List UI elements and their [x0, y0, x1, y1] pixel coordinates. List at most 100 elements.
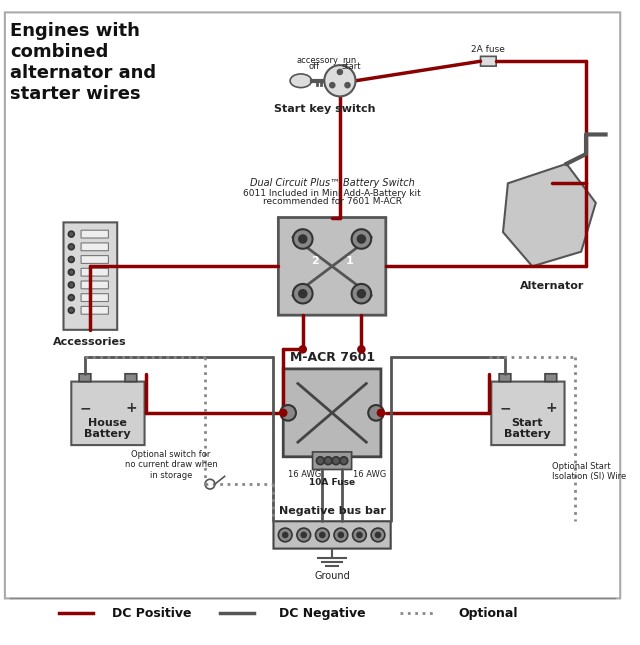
Text: +: +: [545, 401, 557, 415]
FancyBboxPatch shape: [545, 374, 557, 382]
Circle shape: [316, 528, 329, 542]
Text: 16 AWG: 16 AWG: [353, 470, 386, 479]
Text: recommended for 7601 M-ACR: recommended for 7601 M-ACR: [262, 197, 401, 206]
Polygon shape: [503, 164, 596, 266]
Text: Optional: Optional: [459, 606, 518, 620]
Text: Optional Start
Isolation (SI) Wire: Optional Start Isolation (SI) Wire: [552, 462, 626, 481]
Circle shape: [300, 346, 306, 353]
Text: +: +: [125, 401, 137, 415]
Circle shape: [339, 533, 343, 537]
Text: DC Positive: DC Positive: [111, 606, 191, 620]
Text: 10A Fuse: 10A Fuse: [309, 478, 355, 487]
Circle shape: [334, 528, 348, 542]
Text: Battery: Battery: [84, 430, 131, 439]
Circle shape: [283, 533, 287, 537]
Circle shape: [324, 65, 356, 96]
Circle shape: [351, 229, 371, 249]
Text: Dual Circuit Plus™ Battery Switch: Dual Circuit Plus™ Battery Switch: [250, 178, 415, 188]
Circle shape: [293, 284, 312, 303]
Text: House: House: [88, 417, 127, 428]
Text: Alternator: Alternator: [520, 281, 584, 291]
Circle shape: [340, 457, 348, 464]
FancyBboxPatch shape: [481, 56, 496, 66]
Circle shape: [368, 405, 384, 421]
FancyBboxPatch shape: [63, 223, 117, 330]
FancyBboxPatch shape: [284, 369, 381, 457]
Text: Ground: Ground: [314, 571, 350, 581]
FancyBboxPatch shape: [125, 374, 137, 382]
FancyBboxPatch shape: [79, 374, 91, 382]
Bar: [481, 364, 574, 481]
Circle shape: [371, 528, 385, 542]
Circle shape: [280, 405, 296, 421]
Circle shape: [324, 457, 332, 464]
Text: Engines with
combined
alternator and
starter wires: Engines with combined alternator and sta…: [10, 22, 156, 103]
Circle shape: [68, 282, 74, 288]
Text: Negative bus bar: Negative bus bar: [278, 506, 385, 517]
FancyBboxPatch shape: [273, 521, 390, 549]
Circle shape: [68, 257, 74, 263]
Text: Accessories: Accessories: [53, 337, 127, 346]
Text: M-ACR 7601: M-ACR 7601: [289, 351, 374, 364]
FancyBboxPatch shape: [499, 374, 511, 382]
Circle shape: [301, 533, 306, 537]
Bar: [29, 134, 596, 555]
Circle shape: [68, 244, 74, 250]
Text: start: start: [342, 62, 362, 70]
Circle shape: [280, 410, 287, 416]
FancyBboxPatch shape: [492, 382, 564, 445]
Text: 6011 Included in Mini Add-A-Battery kit: 6011 Included in Mini Add-A-Battery kit: [243, 188, 421, 197]
FancyBboxPatch shape: [81, 268, 108, 276]
Circle shape: [68, 231, 74, 237]
Text: Optional switch for
no current draw when
in storage: Optional switch for no current draw when…: [125, 450, 218, 479]
Text: −: −: [79, 401, 91, 415]
Text: 16 AWG: 16 AWG: [288, 470, 321, 479]
Circle shape: [278, 528, 292, 542]
Circle shape: [68, 295, 74, 301]
Text: Start key switch: Start key switch: [275, 104, 376, 114]
Text: −: −: [499, 401, 511, 415]
Circle shape: [353, 528, 366, 542]
Circle shape: [358, 235, 365, 243]
Circle shape: [358, 290, 365, 297]
FancyBboxPatch shape: [81, 243, 108, 251]
Circle shape: [293, 229, 312, 249]
Circle shape: [68, 308, 74, 313]
FancyBboxPatch shape: [81, 255, 108, 263]
FancyBboxPatch shape: [5, 12, 620, 599]
Circle shape: [358, 346, 365, 353]
Circle shape: [297, 528, 310, 542]
FancyBboxPatch shape: [312, 452, 351, 470]
Text: Start: Start: [511, 417, 543, 428]
Text: 1: 1: [346, 257, 353, 266]
Text: 2A fuse: 2A fuse: [472, 45, 506, 54]
Circle shape: [68, 269, 74, 275]
FancyBboxPatch shape: [278, 217, 386, 315]
Circle shape: [320, 533, 324, 537]
FancyBboxPatch shape: [81, 230, 108, 238]
Text: accessory: accessory: [296, 55, 339, 64]
Circle shape: [345, 83, 350, 88]
Text: 2: 2: [310, 257, 318, 266]
Bar: [56, 213, 125, 350]
Circle shape: [330, 83, 335, 88]
Bar: [493, 154, 620, 281]
Ellipse shape: [290, 74, 312, 88]
Circle shape: [316, 457, 324, 464]
FancyBboxPatch shape: [81, 293, 108, 301]
Circle shape: [205, 479, 215, 489]
Text: run: run: [342, 55, 356, 64]
Circle shape: [337, 70, 342, 74]
Bar: [61, 364, 154, 481]
FancyBboxPatch shape: [81, 306, 108, 314]
Circle shape: [378, 410, 385, 416]
Circle shape: [299, 290, 307, 297]
Text: DC Negative: DC Negative: [279, 606, 365, 620]
FancyBboxPatch shape: [81, 281, 108, 289]
Text: off: off: [309, 62, 320, 70]
FancyBboxPatch shape: [71, 382, 145, 445]
Circle shape: [332, 457, 340, 464]
Circle shape: [299, 235, 307, 243]
Circle shape: [351, 284, 371, 303]
Circle shape: [376, 533, 380, 537]
